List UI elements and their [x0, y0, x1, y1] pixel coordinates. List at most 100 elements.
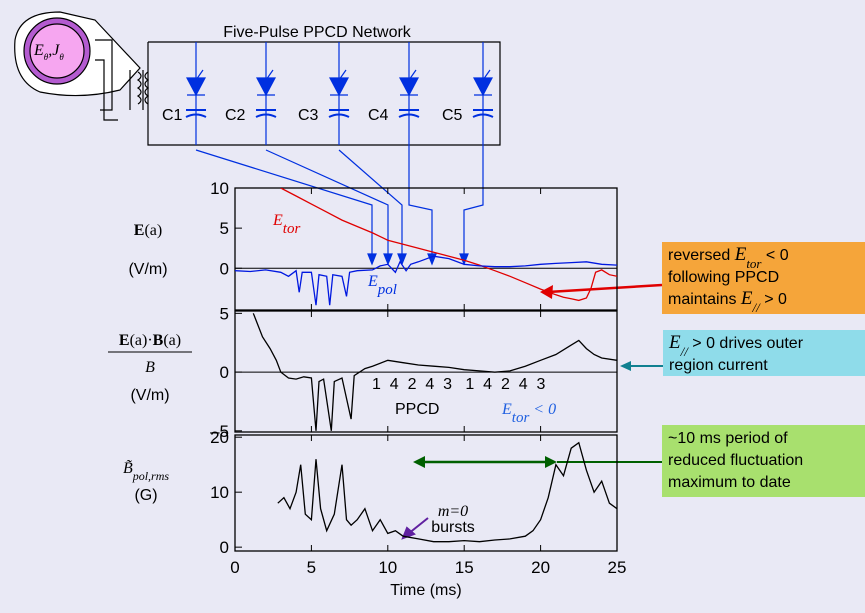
series-line [235, 255, 617, 306]
cap-label: C1 [162, 107, 183, 124]
callout-box [663, 330, 865, 376]
arrowhead [620, 361, 631, 371]
circuit-title: Five-Pulse PPCD Network [223, 24, 412, 41]
t: (a) [163, 332, 181, 349]
callout-text: > 0 drives outer [688, 335, 804, 352]
series-line [252, 313, 617, 431]
network-frame [147, 41, 501, 146]
t: B̃ [123, 459, 133, 477]
y-tick-label: 20 [210, 428, 229, 447]
t: E [501, 401, 512, 418]
branches [185, 42, 494, 145]
t: < 0 [529, 401, 556, 418]
pulse-sequence: 1 4 2 4 3 1 4 2 4 3 [372, 376, 546, 393]
t: θ [44, 52, 49, 62]
callout-text: tor [746, 256, 762, 271]
callout-text: E [668, 332, 681, 353]
callout-line: ~10 ms period of [668, 430, 788, 447]
callout-text: reversed [668, 247, 735, 264]
panel-label: E(a) [134, 222, 162, 239]
x-tick-label: 5 [307, 558, 316, 577]
series-line [280, 188, 617, 302]
t: (a) [144, 222, 162, 239]
callout-line: maintains E// > 0 [668, 288, 787, 315]
y-tick-label: 0 [220, 363, 229, 382]
callout-box [662, 242, 865, 314]
callout-text: E [740, 288, 753, 309]
y-tick-label: 0 [220, 538, 229, 557]
y-tick-label: 5 [220, 304, 229, 323]
y-tick-label: 5 [220, 219, 229, 238]
callout-line: maximum to date [668, 474, 791, 491]
torus-inner [29, 23, 85, 79]
transformer [136, 70, 150, 110]
cap-label: C2 [225, 107, 246, 124]
capacitor-labels: C1 C2 C3 C4 C5 [162, 107, 463, 124]
x-axis-label: Time (ms) [390, 582, 461, 599]
t: E [272, 212, 283, 229]
callout-text: < 0 [761, 247, 788, 264]
ppcd-label: PPCD [395, 401, 439, 418]
callout-text: > 0 [760, 291, 787, 308]
x-tick-label: 10 [378, 558, 397, 577]
y-tick-label: 10 [210, 179, 229, 198]
etor-label: Etor [272, 212, 300, 237]
callout-text: // [680, 344, 690, 359]
m0-label: m=0 [438, 503, 468, 520]
callout-text: reduced fluctuation [668, 452, 803, 469]
panel-unit: (V/m) [128, 261, 167, 278]
callout-text: maintains [668, 291, 741, 308]
callout-text: // [752, 300, 762, 315]
series-line [277, 441, 617, 543]
callout-text: following PPCD [668, 269, 779, 286]
arrowhead [540, 285, 553, 299]
callout-line: region current [669, 357, 768, 374]
t: pol,rms [132, 469, 170, 483]
x-tick-label: 15 [455, 558, 474, 577]
t: pol [377, 282, 397, 298]
panel-label: B [145, 359, 155, 376]
callout-text: E [734, 244, 747, 265]
y-tick-label: –5 [210, 422, 229, 441]
panel-label: B̃pol,rms [123, 459, 169, 483]
callout-text: maximum to date [668, 474, 791, 491]
callout-line: E// > 0 drives outer [668, 332, 804, 359]
plot-frame [234, 310, 618, 433]
torus-label: Eθ,Jθ [33, 42, 64, 62]
x-tick-label: 20 [531, 558, 550, 577]
callout-line: following PPCD [668, 269, 779, 286]
panel-unit: (V/m) [130, 387, 169, 404]
callout-line: reversed Etor < 0 [668, 244, 789, 271]
pulse-arrows [195, 145, 484, 266]
panel-label: E(a)·B(a) [119, 332, 181, 349]
t: E [119, 332, 130, 349]
panel-unit: (G) [134, 487, 157, 504]
callout-box [662, 425, 865, 497]
m0-arrow [401, 517, 429, 540]
t: tor [512, 410, 530, 426]
t: (a)· [130, 332, 153, 349]
t: θ [59, 52, 64, 62]
t: E [33, 42, 44, 59]
y-tick-label: 0 [220, 259, 229, 278]
cap-label: C4 [368, 107, 389, 124]
callout-text: region current [669, 357, 768, 374]
plot-frame [234, 434, 618, 552]
x-tick-label: 25 [608, 558, 627, 577]
plot-frame [234, 187, 618, 311]
x-tick-label: 0 [230, 558, 239, 577]
callout-text: ~10 ms period of [668, 430, 788, 447]
t: tor [283, 221, 301, 237]
t: ,J [48, 42, 60, 59]
y-tick-label: 10 [210, 483, 229, 502]
t: B [153, 332, 164, 349]
callout-arrow [547, 283, 663, 294]
t: E [134, 222, 145, 239]
bursts-label: bursts [431, 519, 475, 536]
callout-line: reduced fluctuation [668, 452, 803, 469]
etor-neg-label: Etor < 0 [501, 401, 556, 426]
